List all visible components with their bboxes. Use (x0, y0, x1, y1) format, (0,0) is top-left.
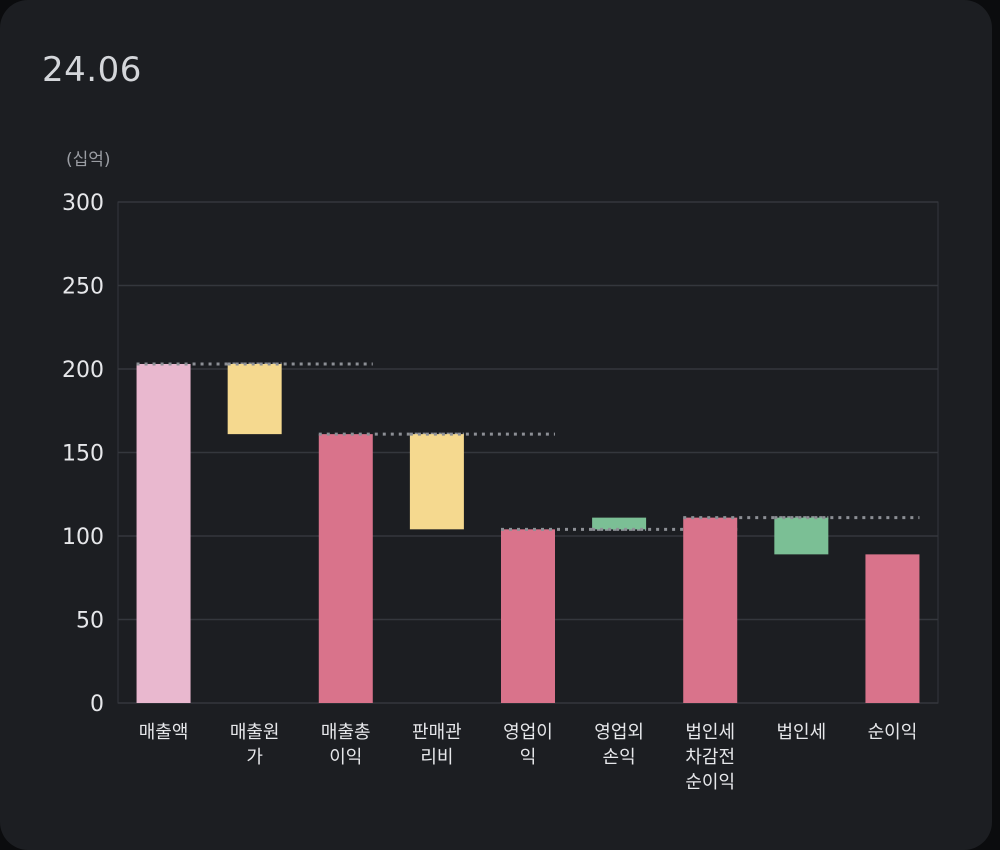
x-category-label: 매출액 (139, 722, 189, 743)
bar-decrease (227, 363, 282, 435)
y-tick-label: 100 (62, 525, 104, 550)
y-axis-unit-label: (십억) (66, 150, 111, 170)
bar-total (501, 529, 555, 703)
bar-total (865, 554, 920, 703)
x-category-label: 익 (520, 747, 537, 768)
x-category-label: 리비 (420, 747, 453, 768)
x-category-label: 법인세 (776, 722, 826, 743)
bar-total (136, 363, 191, 703)
y-tick-label: 250 (62, 275, 104, 300)
y-tick-label: 50 (76, 609, 104, 634)
y-tick-label: 200 (62, 358, 104, 383)
bar-total (318, 434, 373, 703)
y-tick-label: 0 (90, 692, 104, 717)
x-category-label: 순이익 (685, 772, 735, 793)
y-tick-label: 300 (62, 191, 104, 216)
bar-decrease (409, 434, 464, 530)
x-category-label: 이익 (329, 747, 362, 768)
chart-title: 24.06 (42, 50, 142, 90)
x-category-label: 법인세 (685, 722, 735, 743)
x-category-label: 매출총 (321, 722, 371, 743)
x-category-label: 차감전 (685, 747, 735, 768)
bar-total (683, 517, 738, 703)
x-category-label: 순이익 (868, 722, 918, 743)
bar-increase (774, 517, 829, 555)
x-category-label: 영업외 (594, 722, 644, 743)
bar-increase (592, 517, 647, 530)
x-category-label: 가 (246, 747, 263, 768)
y-tick-label: 150 (62, 442, 104, 467)
x-category-label: 손익 (603, 747, 636, 768)
x-category-label: 매출원 (230, 722, 280, 743)
x-category-label: 영업이 (503, 722, 553, 743)
x-category-label: 판매관 (412, 722, 462, 743)
